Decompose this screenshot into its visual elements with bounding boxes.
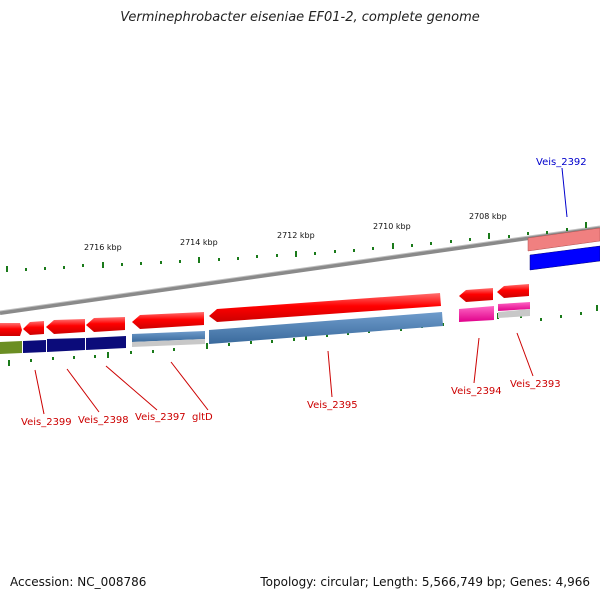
genome-backbone <box>0 226 600 315</box>
tick-label-2710: 2710 kbp <box>373 222 411 231</box>
tick-label-2714: 2714 kbp <box>180 238 218 247</box>
label-leaders <box>34 167 568 415</box>
accession-label: Accession: NC_008786 <box>10 575 147 589</box>
tick-label-2712: 2712 kbp <box>277 231 315 240</box>
gene-label-veis-2397[interactable]: Veis_2397 <box>135 412 186 423</box>
track-navy-3[interactable] <box>86 336 126 350</box>
map-title: Verminephrobacter eiseniae EF01-2, compl… <box>120 10 480 25</box>
track-navy-1[interactable] <box>23 340 46 353</box>
tick-label-2708: 2708 kbp <box>469 212 507 221</box>
cds-arrows <box>0 284 529 336</box>
track-navy-2[interactable] <box>47 338 85 352</box>
gene-label-gltd[interactable]: gltD <box>192 412 213 423</box>
cds-arrow-gltd-b[interactable] <box>132 312 204 329</box>
gene-label-veis-2393[interactable]: Veis_2393 <box>510 379 561 390</box>
gene-label-veis-2398[interactable]: Veis_2398 <box>78 415 129 426</box>
track-steel-2[interactable] <box>209 312 443 344</box>
genome-summary: Topology: circular; Length: 5,566,749 bp… <box>260 575 590 589</box>
gene-label-veis-2394[interactable]: Veis_2394 <box>451 386 502 397</box>
track-magenta-small[interactable] <box>498 302 530 311</box>
cds-arrow-veis-2395[interactable] <box>209 293 441 322</box>
feature-veis-2392-pink[interactable] <box>527 227 600 252</box>
cds-arrow-veis-2398[interactable] <box>23 321 44 335</box>
gene-label-veis-2399[interactable]: Veis_2399 <box>21 417 72 428</box>
gene-label-veis-2395[interactable]: Veis_2395 <box>307 400 358 411</box>
cds-arrow-veis-2397[interactable] <box>46 319 85 334</box>
cds-arrow-veis-2393[interactable] <box>497 284 529 298</box>
track-grey-2[interactable] <box>498 309 530 318</box>
feature-veis-2392-blue[interactable] <box>529 245 600 271</box>
gene-label-veis-2392[interactable]: Veis_2392 <box>536 157 587 168</box>
function-track <box>0 302 530 354</box>
scale-ticks-upper <box>6 222 587 272</box>
tick-label-2716: 2716 kbp <box>84 243 122 252</box>
track-grey-1[interactable] <box>132 339 205 347</box>
cds-arrow-veis-2394[interactable] <box>459 288 493 302</box>
track-steel-1[interactable] <box>132 331 205 342</box>
cds-arrow-gltd-a[interactable] <box>86 317 125 332</box>
forward-strand-features <box>527 227 600 271</box>
track-olive[interactable] <box>0 341 22 354</box>
track-magenta[interactable] <box>459 306 494 322</box>
cds-arrow-veis-2399[interactable] <box>0 323 22 336</box>
